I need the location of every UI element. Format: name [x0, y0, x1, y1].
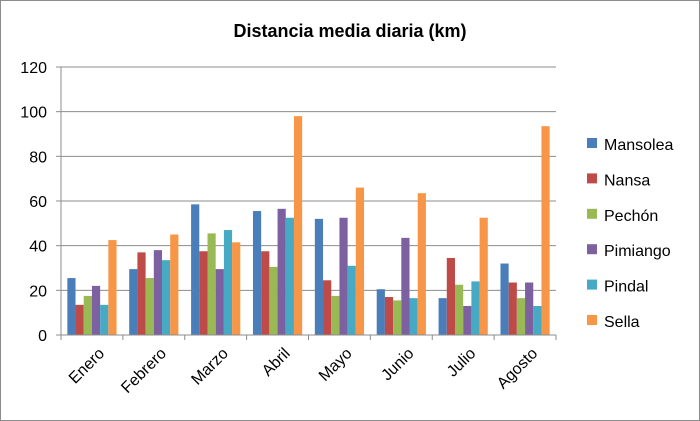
- y-tick-label: 60: [29, 194, 47, 211]
- x-axis-ticks: Enero Febrero Marzo Abril Mayo Junio Julio Agos…: [66, 345, 541, 397]
- bar: [129, 269, 138, 335]
- legend-swatch: [587, 173, 597, 184]
- bar: [223, 230, 233, 335]
- bar: [438, 298, 447, 335]
- bar: [83, 295, 92, 335]
- bar: [153, 250, 163, 335]
- bar: [232, 242, 241, 335]
- x-tick-label: Enero: [66, 345, 108, 387]
- bar: [446, 257, 455, 335]
- legend-swatch: [587, 208, 597, 219]
- bar: [355, 187, 365, 335]
- bar: [100, 304, 109, 335]
- bar: [376, 289, 385, 335]
- x-tick-label: Julio: [444, 345, 479, 380]
- bar: [293, 116, 303, 335]
- bar: [261, 251, 270, 335]
- legend-item: Sella: [587, 314, 640, 331]
- bar: [500, 263, 509, 335]
- y-tick-label: 40: [29, 239, 47, 256]
- bar: [393, 300, 402, 335]
- bar: [108, 240, 117, 335]
- y-tick-label: 80: [29, 149, 47, 166]
- bar: [314, 218, 324, 335]
- bar: [91, 285, 101, 335]
- legend-item: Pimiango: [587, 243, 671, 260]
- bar: [162, 260, 171, 335]
- x-tick-label: Junio: [378, 345, 417, 384]
- bar: [525, 282, 534, 335]
- x-tick-label: Mayo: [316, 345, 356, 385]
- bar: [471, 281, 480, 335]
- legend-label: Mansolea: [604, 137, 673, 154]
- bar: [191, 204, 200, 335]
- bar: [454, 284, 464, 335]
- bar: [533, 305, 542, 335]
- bar: [409, 298, 418, 335]
- legend-item: Pechón: [587, 208, 658, 225]
- bar: [331, 295, 340, 335]
- legend: Mansolea Nansa Pechón Pimiango Pindal Sella: [587, 137, 673, 331]
- legend-label: Nansa: [604, 172, 650, 189]
- legend-swatch: [587, 138, 597, 148]
- bar: [339, 217, 348, 335]
- x-tick-label: Marzo: [188, 345, 232, 389]
- bar: [541, 126, 550, 336]
- x-tick-label: Abril: [259, 345, 294, 380]
- bars: [67, 116, 550, 336]
- axes: [56, 66, 557, 340]
- bar: [170, 234, 179, 335]
- bar: [252, 211, 262, 335]
- legend-label: Pechón: [604, 208, 658, 225]
- y-tick-label: 120: [20, 60, 47, 77]
- legend-label: Pimiango: [604, 243, 671, 260]
- bar: [417, 193, 426, 335]
- bar: [67, 278, 76, 335]
- bar: [269, 266, 278, 335]
- legend-item: Nansa: [587, 172, 650, 189]
- bar: [508, 282, 517, 335]
- bar: [285, 217, 294, 335]
- bar: [384, 297, 394, 335]
- bar: [207, 233, 216, 335]
- bar: [479, 217, 488, 335]
- y-tick-label: 100: [20, 105, 47, 122]
- legend-item: Pindal: [587, 279, 648, 296]
- bar: [347, 265, 356, 335]
- legend-swatch: [587, 315, 597, 325]
- legend-swatch: [587, 279, 597, 290]
- bar: [215, 269, 224, 335]
- y-tick-label: 20: [29, 283, 47, 300]
- x-tick-label: Febrero: [118, 345, 170, 397]
- bar: [516, 298, 526, 335]
- legend-swatch: [587, 244, 597, 255]
- bar: [145, 278, 154, 335]
- chart-title: Distancia media diaria (km): [233, 21, 466, 41]
- bar: [401, 237, 410, 335]
- x-tick-label: Agosto: [494, 345, 541, 392]
- bar: [199, 251, 208, 335]
- bar: [75, 304, 84, 335]
- legend-label: Pindal: [604, 279, 648, 296]
- legend-label: Sella: [604, 314, 640, 331]
- legend-item: Mansolea: [587, 137, 673, 154]
- bar: [137, 252, 146, 335]
- y-axis-ticks: 0 20 40 60 80 100 120: [20, 60, 47, 345]
- y-tick-label: 0: [38, 328, 47, 345]
- bar: [323, 280, 332, 335]
- bar: [463, 305, 472, 335]
- bar: [277, 208, 286, 335]
